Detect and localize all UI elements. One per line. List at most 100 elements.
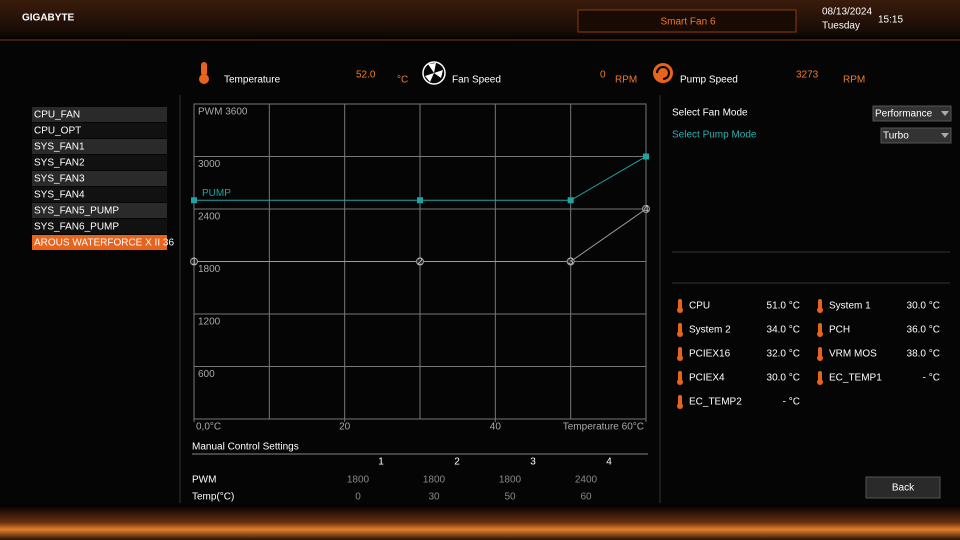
sensor-icon xyxy=(678,371,682,381)
curve-point[interactable] xyxy=(643,153,649,160)
fan-item-bg[interactable] xyxy=(32,155,167,170)
sensor-icon xyxy=(678,395,682,405)
sensor-value: 51.0 °C xyxy=(767,301,800,312)
manual-cell: 0 xyxy=(355,492,361,503)
mode-value[interactable]: Turbo xyxy=(883,131,909,142)
sensor-value: - °C xyxy=(783,397,800,408)
curve-point[interactable] xyxy=(566,257,575,266)
sensor-value: 30.0 °C xyxy=(767,373,800,384)
fan-item[interactable]: CPU_OPT xyxy=(34,126,81,137)
page-title: Smart Fan 6 xyxy=(660,17,715,28)
fan-item-bg[interactable] xyxy=(32,123,167,138)
curve-point[interactable] xyxy=(191,197,197,204)
footer-glow xyxy=(0,505,960,540)
pump-icon xyxy=(653,63,673,83)
day: Tuesday xyxy=(822,21,860,32)
sensor-icon xyxy=(817,355,823,361)
curve-point[interactable] xyxy=(190,257,198,266)
sensor-name: System 1 xyxy=(829,301,871,312)
fan-item-bg[interactable] xyxy=(32,235,167,250)
manual-row-label: PWM xyxy=(192,475,216,486)
y-tick-label: 1800 xyxy=(198,264,221,275)
manual-column: 4 xyxy=(606,457,612,468)
dropdown-arrow xyxy=(941,111,949,116)
sensor-value: 32.0 °C xyxy=(767,349,800,360)
manual-row-label: Temp(°C) xyxy=(192,492,234,503)
mode-dropdown[interactable] xyxy=(880,127,952,144)
sensor-icon xyxy=(677,331,683,337)
sensor-icon xyxy=(818,299,822,309)
manual-cell: 1800 xyxy=(347,475,370,486)
fan-item-bg[interactable] xyxy=(32,171,167,186)
fan-item-bg[interactable] xyxy=(32,219,167,234)
sensor-name: PCIEX4 xyxy=(689,373,725,384)
reading-unit: °C xyxy=(397,75,408,86)
curve xyxy=(194,208,647,262)
reading-value: 52.0 xyxy=(356,70,376,81)
fan-item[interactable]: SYS_FAN1 xyxy=(34,142,85,153)
sensor-icon xyxy=(817,379,823,385)
reading-label: Fan Speed xyxy=(452,75,501,86)
sensor-value: 30.0 °C xyxy=(907,301,940,312)
reading-label: Temperature xyxy=(224,75,281,86)
fan-item[interactable]: AROUS WATERFORCE X II 36 xyxy=(34,238,174,249)
mode-dropdown[interactable] xyxy=(872,105,952,122)
sensor-value: 34.0 °C xyxy=(767,325,800,336)
sensor-icon xyxy=(817,307,823,313)
brand: GIGABYTE xyxy=(22,13,75,24)
sensor-name: PCH xyxy=(829,325,850,336)
header-bar xyxy=(0,0,960,42)
fan-item[interactable]: CPU_FAN xyxy=(34,110,80,121)
fan-item[interactable]: SYS_FAN2 xyxy=(34,158,85,169)
fan-item-bg[interactable] xyxy=(32,187,167,202)
fan-item[interactable]: SYS_FAN6_PUMP xyxy=(34,222,119,233)
sensor-icon xyxy=(677,379,683,385)
curve xyxy=(194,156,647,201)
manual-cell: 1800 xyxy=(499,475,522,486)
manual-cell: 2400 xyxy=(575,475,598,486)
manual-title: Manual Control Settings xyxy=(192,442,299,453)
curve-point[interactable] xyxy=(567,197,574,204)
back-button[interactable] xyxy=(865,476,941,499)
sensor-name: System 2 xyxy=(689,325,731,336)
reading-unit: RPM xyxy=(843,75,865,86)
fan-item[interactable]: SYS_FAN5_PUMP xyxy=(34,206,119,217)
y-tick-label: 3000 xyxy=(198,159,221,170)
date: 08/13/2024 xyxy=(822,7,872,18)
manual-cell: 60 xyxy=(580,492,592,503)
sensor-icon xyxy=(818,371,822,381)
curve-point[interactable] xyxy=(642,205,650,213)
fan-item-bg[interactable] xyxy=(32,203,167,218)
series-label: PUMP xyxy=(202,188,231,199)
mode-value[interactable]: Performance xyxy=(875,109,933,120)
title-box xyxy=(577,9,797,33)
mode-label: Select Fan Mode xyxy=(672,108,748,119)
y-tick-label: 600 xyxy=(198,369,215,380)
sensor-value: 36.0 °C xyxy=(907,325,940,336)
sensor-icon xyxy=(678,323,682,333)
y-tick-label: 1200 xyxy=(198,317,221,328)
point-label: 1 xyxy=(191,257,197,268)
back-label[interactable]: Back xyxy=(892,483,915,494)
curve-point[interactable] xyxy=(416,257,424,266)
reading-unit: RPM xyxy=(615,75,637,86)
fan-icon xyxy=(422,61,446,85)
sensor-value: 38.0 °C xyxy=(907,349,940,360)
x-tick-label: 0,0°C xyxy=(196,422,221,433)
fan-item[interactable]: SYS_FAN3 xyxy=(34,174,85,185)
fan-item[interactable]: SYS_FAN4 xyxy=(34,190,85,201)
dropdown-arrow xyxy=(941,133,949,138)
fan-item-bg[interactable] xyxy=(32,107,167,122)
sensor-icon xyxy=(678,347,682,357)
curve-point[interactable] xyxy=(417,197,423,204)
point-label: 3 xyxy=(568,257,574,268)
sensor-icon xyxy=(818,323,822,333)
sensor-icon xyxy=(677,307,683,313)
y-tick-label: 2400 xyxy=(198,212,221,223)
sensor-name: VRM MOS xyxy=(829,349,877,360)
fan-item-bg[interactable] xyxy=(32,139,167,154)
x-tick-label: 40 xyxy=(490,422,502,433)
reading-label: Pump Speed xyxy=(680,75,738,86)
